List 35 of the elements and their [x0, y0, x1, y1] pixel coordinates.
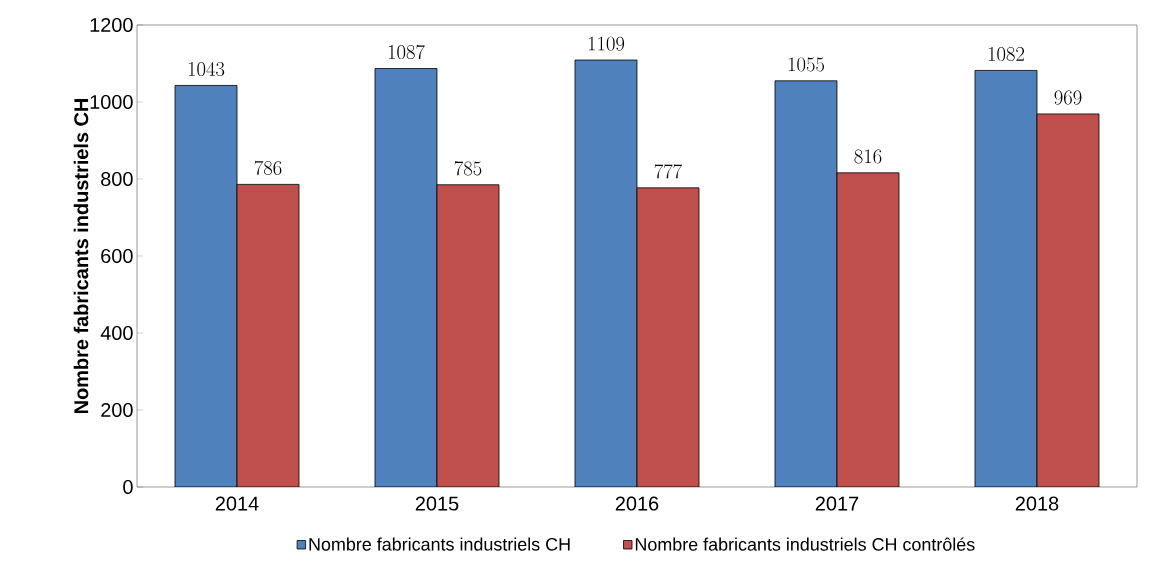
bar: [574, 59, 638, 487]
bar: [836, 172, 900, 487]
y-tick-label: 600: [101, 248, 133, 264]
data-label: 816: [854, 149, 882, 164]
bar: [636, 187, 700, 487]
y-tick-label: 800: [101, 171, 133, 187]
data-label: 1043: [188, 61, 225, 77]
x-tick-label: 2015: [415, 496, 459, 511]
legend-label: Nombre fabricants industriels CH contrôlés: [635, 537, 975, 551]
data-label: 1055: [788, 57, 825, 72]
y-tick-label: 1200: [90, 17, 133, 33]
y-tick-label: 0: [123, 479, 133, 495]
x-tick-label: 2018: [1015, 496, 1059, 511]
bar: [436, 184, 500, 487]
bar: [374, 68, 438, 487]
y-tick-label: 1000: [90, 94, 133, 110]
data-label: 785: [454, 161, 482, 176]
data-label: 1082: [988, 47, 1025, 62]
bar: [174, 85, 238, 487]
data-label: 1087: [388, 44, 425, 60]
data-label: 1109: [588, 36, 625, 51]
y-tick-label: 400: [100, 325, 133, 341]
bar: [974, 70, 1038, 487]
bar: [1036, 113, 1100, 487]
x-tick-label: 2016: [615, 496, 659, 511]
bar: [774, 80, 838, 487]
y-axis-title: Nombre fabricants industriels CH: [73, 99, 89, 413]
data-label: 969: [1054, 90, 1082, 105]
x-tick-label: 2017: [815, 496, 859, 511]
bar: [236, 183, 300, 487]
data-label: 777: [654, 164, 683, 179]
data-label: 786: [254, 160, 282, 175]
x-tick-label: 2014: [215, 496, 259, 511]
legend-label: Nombre fabricants industriels CH: [309, 537, 570, 551]
y-tick-label: 200: [101, 402, 133, 418]
